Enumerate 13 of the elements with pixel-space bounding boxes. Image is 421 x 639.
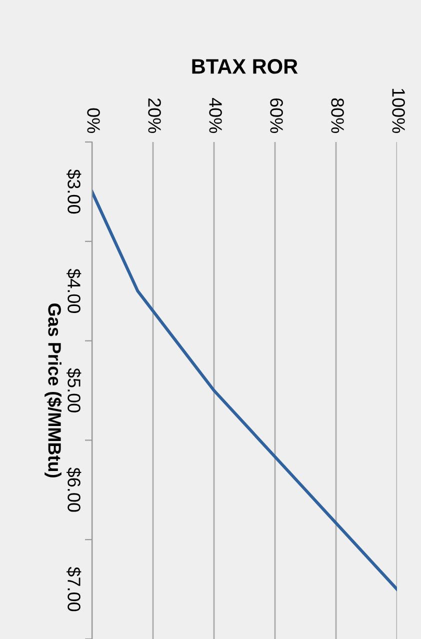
x-tick-label: 60% xyxy=(270,98,283,134)
x-tick-label: 80% xyxy=(331,98,344,134)
x-tick-label: 0% xyxy=(87,108,100,134)
y-tick-label: $3.00 xyxy=(66,169,82,214)
y-tick-label: $4.00 xyxy=(66,268,82,313)
y-tick-label: $6.00 xyxy=(66,468,82,512)
x-tick-label: 100% xyxy=(392,88,405,134)
x-axis-title: BTAX ROR xyxy=(192,59,298,74)
x-tick-label: 40% xyxy=(209,98,222,134)
y-tick-label: $5.00 xyxy=(66,368,82,412)
x-tick-label: 20% xyxy=(148,98,161,134)
y-axis-title: Gas Price ($/MMBtu) xyxy=(44,303,62,478)
y-tick-label: $7.00 xyxy=(66,566,82,612)
